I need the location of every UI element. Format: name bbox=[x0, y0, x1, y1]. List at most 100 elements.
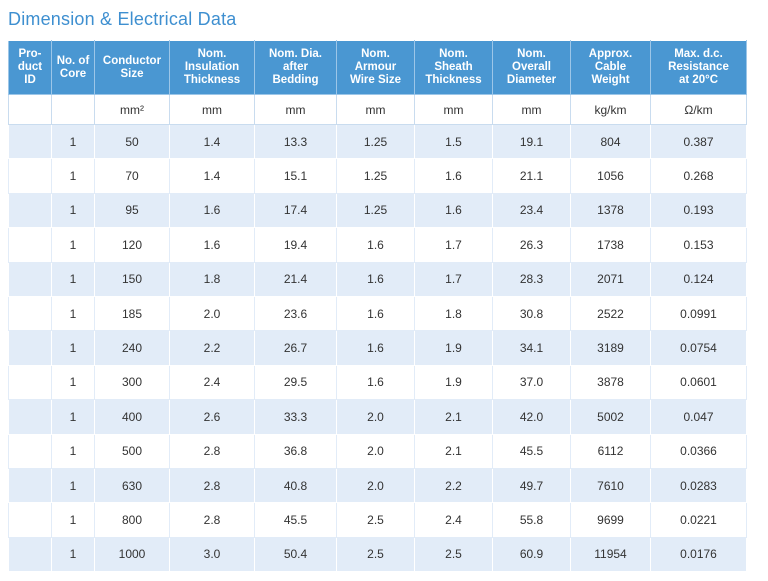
unit-cell: mm bbox=[414, 94, 493, 125]
table-cell: 2.0 bbox=[336, 467, 415, 504]
table-cell: 804 bbox=[570, 123, 651, 160]
table-cell: 0.124 bbox=[650, 261, 747, 297]
table-cell: 50.4 bbox=[254, 536, 337, 573]
table-cell: 0.387 bbox=[650, 123, 747, 160]
table-cell: 2.8 bbox=[169, 433, 255, 469]
table-cell: 40.8 bbox=[254, 467, 337, 504]
table-row: 1 185 2.0 23.6 1.6 1.8 30.8 2522 0.0991 bbox=[8, 295, 747, 332]
table-cell: 13.3 bbox=[254, 123, 337, 160]
table-cell: 2.5 bbox=[336, 502, 415, 538]
table-cell: 2.6 bbox=[169, 399, 255, 435]
table-cell: 3878 bbox=[570, 364, 651, 401]
table-body: 1 50 1.4 13.3 1.25 1.5 19.1 804 0.387 1 70 1.4 15.1 1… bbox=[8, 123, 747, 573]
unit-cell: mm bbox=[254, 94, 337, 125]
table-row: 1 95 1.6 17.4 1.25 1.6 23.4 1378 0.193 bbox=[8, 192, 747, 229]
table-cell: 2.2 bbox=[169, 330, 255, 366]
table-cell: 630 bbox=[94, 467, 170, 504]
table-cell: 0.268 bbox=[650, 158, 747, 194]
table-cell: 1.8 bbox=[169, 261, 255, 297]
table-cell: 1.6 bbox=[414, 192, 493, 229]
table-cell: 30.8 bbox=[492, 295, 571, 332]
table-cell: 1 bbox=[51, 261, 95, 297]
table-cell: 2.0 bbox=[169, 295, 255, 332]
table-cell: 240 bbox=[94, 330, 170, 366]
table-cell: 55.8 bbox=[492, 502, 571, 538]
table-cell: 0.0221 bbox=[650, 502, 747, 538]
table-cell: 2.0 bbox=[336, 399, 415, 435]
table-cell: 2.4 bbox=[169, 364, 255, 401]
table-cell: 1.9 bbox=[414, 330, 493, 366]
table-cell: 50 bbox=[94, 123, 170, 160]
unit-cell: kg/km bbox=[570, 94, 651, 125]
table-cell bbox=[8, 467, 52, 504]
table-cell: 1 bbox=[51, 158, 95, 194]
page-title: Dimension & Electrical Data bbox=[8, 9, 237, 29]
table-cell: 1000 bbox=[94, 536, 170, 573]
table-cell: 21.4 bbox=[254, 261, 337, 297]
column-header: Approx. Cable Weight bbox=[570, 40, 651, 95]
table-cell: 1056 bbox=[570, 158, 651, 194]
table-cell: 2.1 bbox=[414, 433, 493, 469]
table-cell: 1 bbox=[51, 536, 95, 573]
table-cell: 1.8 bbox=[414, 295, 493, 332]
table-cell: 7610 bbox=[570, 467, 651, 504]
table-row: 1 240 2.2 26.7 1.6 1.9 34.1 3189 0.0754 bbox=[8, 330, 747, 366]
table-cell: 1 bbox=[51, 467, 95, 504]
table-cell: 1.5 bbox=[414, 123, 493, 160]
table-row: 1 120 1.6 19.4 1.6 1.7 26.3 1738 0.153 bbox=[8, 227, 747, 263]
table-cell: 2.4 bbox=[414, 502, 493, 538]
table-cell: 5002 bbox=[570, 399, 651, 435]
table-cell: 2.0 bbox=[336, 433, 415, 469]
table-cell: 1738 bbox=[570, 227, 651, 263]
table-cell: 500 bbox=[94, 433, 170, 469]
table-cell bbox=[8, 295, 52, 332]
table-cell bbox=[8, 330, 52, 366]
table-cell bbox=[8, 227, 52, 263]
table-cell: 23.6 bbox=[254, 295, 337, 332]
table-cell: 45.5 bbox=[492, 433, 571, 469]
table-cell: 1378 bbox=[570, 192, 651, 229]
table-cell: 23.4 bbox=[492, 192, 571, 229]
table-cell: 60.9 bbox=[492, 536, 571, 573]
table-cell: 26.7 bbox=[254, 330, 337, 366]
column-header: Pro-duct ID bbox=[8, 40, 52, 95]
table-cell: 36.8 bbox=[254, 433, 337, 469]
table-cell: 0.0991 bbox=[650, 295, 747, 332]
table-cell: 2.2 bbox=[414, 467, 493, 504]
table-cell: 1.6 bbox=[169, 192, 255, 229]
table-cell: 19.1 bbox=[492, 123, 571, 160]
column-header: Nom. Insulation Thickness bbox=[169, 40, 255, 95]
table-cell: 1.6 bbox=[336, 227, 415, 263]
table-cell: 1.6 bbox=[169, 227, 255, 263]
column-header: Max. d.c. Resistance at 20°C bbox=[650, 40, 747, 95]
table-cell: 1 bbox=[51, 227, 95, 263]
table-cell bbox=[8, 399, 52, 435]
table-cell: 120 bbox=[94, 227, 170, 263]
table-cell bbox=[8, 536, 52, 573]
column-header: Nom. Sheath Thickness bbox=[414, 40, 493, 95]
table-row: 1 500 2.8 36.8 2.0 2.1 45.5 6112 0.0366 bbox=[8, 433, 747, 469]
table-row: 1 1000 3.0 50.4 2.5 2.5 60.9 11954 0.0176 bbox=[8, 536, 747, 573]
unit-cell: Ω/km bbox=[650, 94, 747, 125]
column-header: Nom. Dia. after Bedding bbox=[254, 40, 337, 95]
unit-cell: mm bbox=[492, 94, 571, 125]
table-cell: 2522 bbox=[570, 295, 651, 332]
table-cell: 0.0754 bbox=[650, 330, 747, 366]
table-row: 1 150 1.8 21.4 1.6 1.7 28.3 2071 0.124 bbox=[8, 261, 747, 297]
table-cell bbox=[8, 502, 52, 538]
unit-cell: mm bbox=[336, 94, 415, 125]
table-cell: 1 bbox=[51, 330, 95, 366]
table-row: 1 70 1.4 15.1 1.25 1.6 21.1 1056 0.268 bbox=[8, 158, 747, 194]
table-cell: 1.6 bbox=[336, 261, 415, 297]
table-cell: 11954 bbox=[570, 536, 651, 573]
table-cell: 1 bbox=[51, 123, 95, 160]
table-cell bbox=[8, 261, 52, 297]
table-cell: 2.1 bbox=[414, 399, 493, 435]
table-row: 1 630 2.8 40.8 2.0 2.2 49.7 7610 0.0283 bbox=[8, 467, 747, 504]
table-cell: 0.0366 bbox=[650, 433, 747, 469]
table-cell: 1 bbox=[51, 433, 95, 469]
table-cell: 49.7 bbox=[492, 467, 571, 504]
table-cell: 1.25 bbox=[336, 158, 415, 194]
table-cell: 6112 bbox=[570, 433, 651, 469]
table-cell: 17.4 bbox=[254, 192, 337, 229]
